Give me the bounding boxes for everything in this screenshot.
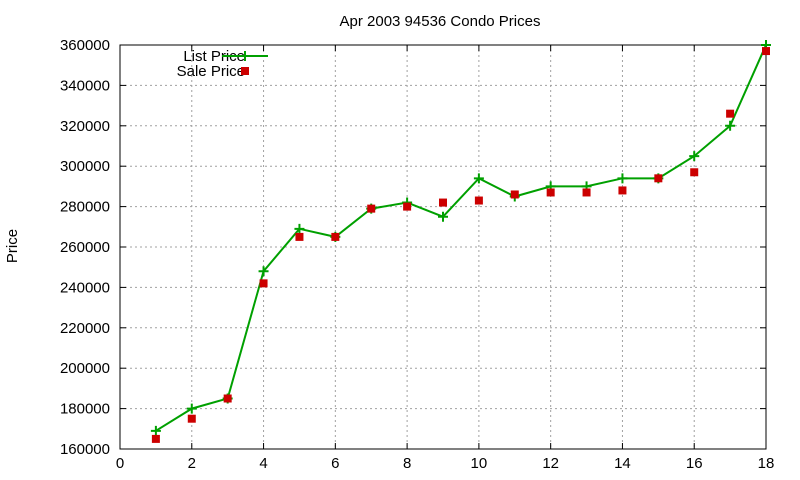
y-tick-label: 160000 xyxy=(60,441,110,458)
sale-price-point xyxy=(546,188,555,197)
x-tick-label: 18 xyxy=(758,455,775,472)
grid xyxy=(119,44,767,450)
sale-price-point xyxy=(223,394,232,403)
y-tick-label: 220000 xyxy=(60,320,110,337)
x-tick-label: 6 xyxy=(331,455,339,472)
sale-price-point xyxy=(187,414,196,423)
x-tick-label: 12 xyxy=(542,455,559,472)
sale-price-point xyxy=(439,198,447,207)
list-price-point xyxy=(258,266,269,277)
x-tick-label: 2 xyxy=(188,455,196,472)
legend-swatch-sale-price xyxy=(241,67,249,75)
sale-price-point xyxy=(510,190,519,199)
x-tick-label: 0 xyxy=(116,455,124,472)
sale-price-point xyxy=(367,204,376,213)
x-tick-label: 16 xyxy=(686,455,703,472)
legend-label-list-price: List Price xyxy=(183,48,245,65)
list-price-point xyxy=(150,425,161,436)
y-tick-label: 180000 xyxy=(60,401,110,418)
sale-price-point xyxy=(474,196,483,205)
list-price-point xyxy=(294,223,305,234)
list-price-point xyxy=(473,173,484,184)
y-axis-label: Price xyxy=(4,229,21,263)
sale-price-point xyxy=(259,279,268,288)
x-tick-label: 8 xyxy=(403,455,411,472)
y-tick-label: 320000 xyxy=(60,118,110,135)
sale-price-point xyxy=(331,232,340,241)
list-price-point xyxy=(438,211,448,222)
y-tick-label: 300000 xyxy=(60,158,110,175)
x-tick-label: 4 xyxy=(259,455,267,472)
sale-price-point xyxy=(690,168,699,177)
y-tick-label: 260000 xyxy=(60,239,110,256)
x-tick-label: 10 xyxy=(471,455,488,472)
y-tick-label: 280000 xyxy=(60,199,110,216)
chart-title: Apr 2003 94536 Condo Prices xyxy=(340,13,541,30)
sale-price-point xyxy=(582,188,591,197)
y-tick-label: 360000 xyxy=(60,37,110,54)
legend-marker-list-price xyxy=(240,51,250,61)
legend-label-sale-price: Sale Price xyxy=(177,63,245,80)
x-tick-label: 14 xyxy=(614,455,631,472)
list-price-point xyxy=(689,151,700,162)
sale-price-point xyxy=(726,109,735,118)
sale-price-point xyxy=(654,174,663,183)
list-price-line xyxy=(155,44,767,432)
sale-price-point xyxy=(295,232,304,241)
list-price-point xyxy=(725,120,736,131)
sale-price-point xyxy=(151,434,160,443)
sale-price-point xyxy=(762,47,770,56)
y-tick-label: 240000 xyxy=(60,279,110,296)
list-price-point xyxy=(617,173,628,184)
list-price-point xyxy=(186,403,197,414)
plot-area xyxy=(150,40,771,443)
y-tick-label: 340000 xyxy=(60,77,110,94)
y-tick-label: 200000 xyxy=(60,360,110,377)
sale-price-point xyxy=(403,202,412,211)
axes: 0 2 4 6 8 10 12 14 16 18 160000 180000 200000 220000 2… xyxy=(60,37,774,472)
sale-price-point xyxy=(618,186,627,195)
